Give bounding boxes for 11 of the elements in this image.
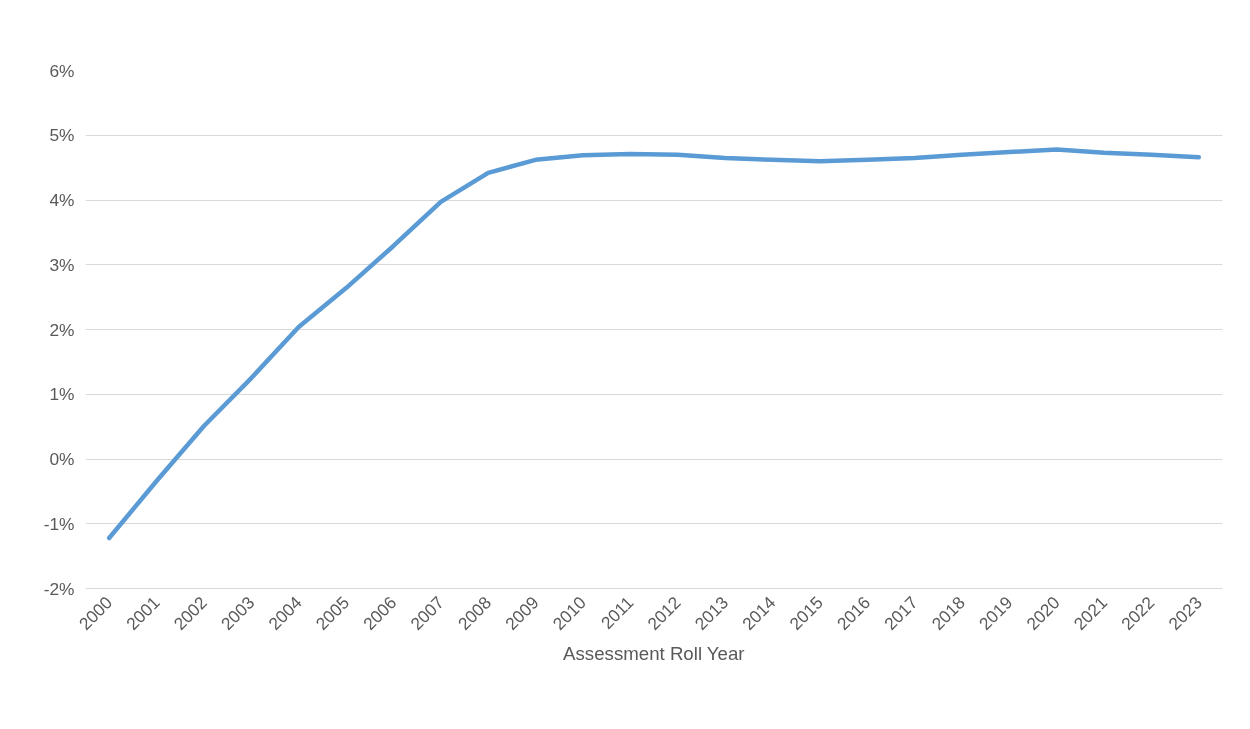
line-series	[106, 147, 1202, 541]
y-tick-label: 5%	[49, 125, 75, 146]
y-tick-label: 4%	[49, 190, 75, 210]
y-tick-label: 1%	[49, 384, 75, 405]
y-tick-label: 3%	[49, 254, 75, 275]
x-axis-title: Assessment Roll Year	[563, 643, 745, 665]
y-tick-label: -2%	[43, 578, 75, 599]
y-tick-label: 0%	[49, 449, 75, 469]
y-tick-label: -1%	[43, 513, 75, 534]
y-tick-label: 2%	[49, 319, 75, 340]
y-tick-label: 6%	[49, 60, 75, 81]
